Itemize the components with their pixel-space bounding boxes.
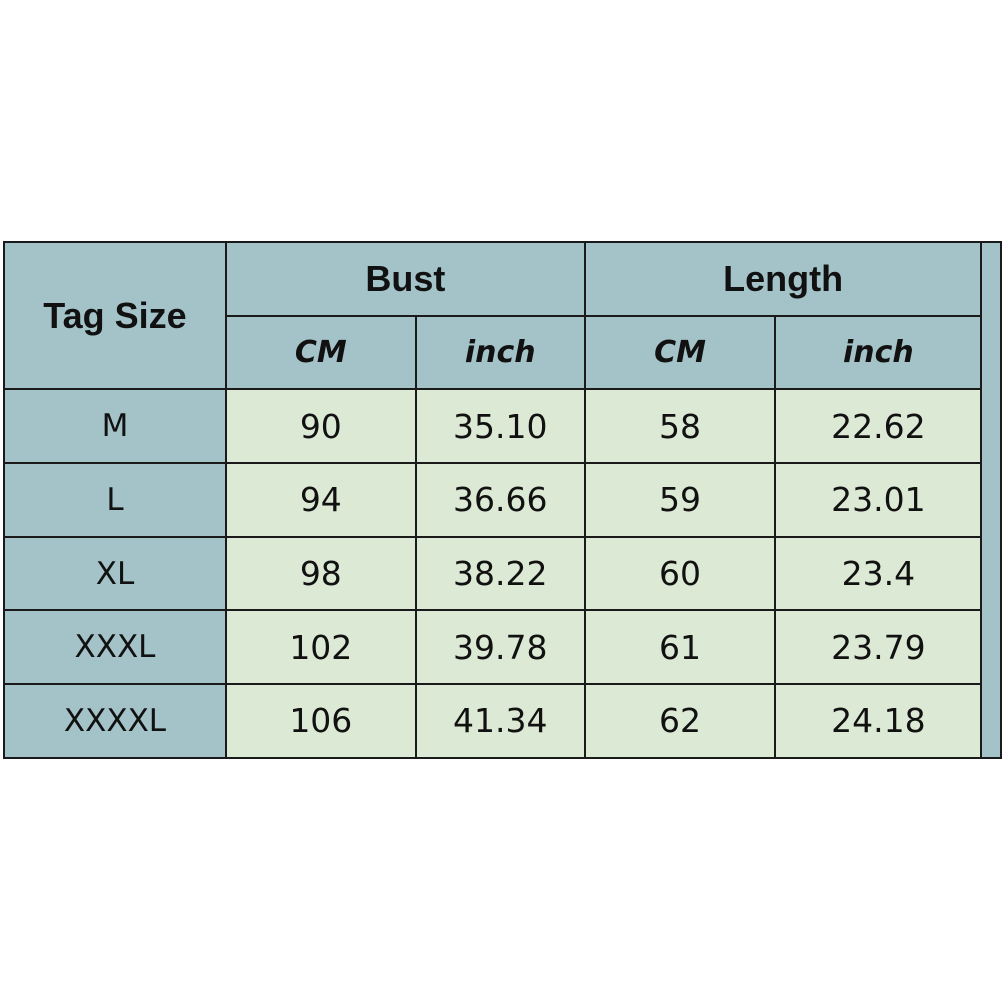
- header-length-cm: CM: [583, 314, 777, 391]
- length-inch-cell: 23.01: [774, 462, 983, 538]
- length-cm-cell: 58: [583, 388, 777, 465]
- bust-cm-cell: 98: [224, 535, 417, 612]
- bust-cm-cell: 102: [224, 609, 417, 686]
- header-length-inch: inch: [774, 314, 983, 391]
- header-length: Length: [583, 241, 983, 317]
- header-row-groups: Tag Size Bust Length: [3, 240, 1002, 759]
- tag-size-cell: L: [3, 462, 227, 538]
- length-inch-cell: 22.62: [774, 388, 983, 465]
- tag-size-cell: M: [3, 388, 227, 465]
- length-inch-cell: 23.4: [774, 535, 983, 612]
- header-row-units: CM inch CM inch: [4, 314, 1001, 391]
- table-row: XXXXL 106 41.34 62 24.18: [3, 683, 1001, 759]
- bust-cm-cell: 94: [224, 462, 417, 538]
- bust-cm-cell: 106: [224, 683, 417, 759]
- bust-inch-cell: 36.66: [414, 462, 586, 538]
- tag-size-cell: XL: [3, 535, 227, 612]
- bust-cm-cell: 90: [224, 388, 417, 465]
- table-row: XXXL 102 39.78 61 23.79: [3, 609, 1001, 686]
- tag-size-cell: XXXXL: [3, 683, 227, 759]
- size-chart-table: Tag Size Bust Length CM inch CM inch M 9…: [3, 240, 1002, 759]
- header-bust: Bust: [224, 241, 586, 317]
- length-cm-cell: 61: [583, 609, 777, 686]
- length-cm-cell: 59: [583, 462, 777, 538]
- length-cm-cell: 62: [583, 683, 777, 759]
- header-tag-size: Tag Size: [3, 240, 227, 391]
- bust-inch-cell: 35.10: [414, 388, 586, 465]
- table-row: XL 98 38.22 60 23.4: [3, 535, 1001, 612]
- bust-inch-cell: 39.78: [414, 609, 586, 686]
- table-row: M 90 35.10 58 22.62: [3, 388, 1001, 465]
- bust-inch-cell: 41.34: [414, 683, 586, 759]
- length-cm-cell: 60: [583, 535, 777, 612]
- bust-inch-cell: 38.22: [414, 535, 586, 612]
- table-row: L 94 36.66 59 23.01: [3, 462, 1001, 538]
- header-bust-cm: CM: [224, 314, 417, 391]
- header-bust-inch: inch: [414, 314, 586, 391]
- cut-off-column: [980, 241, 1002, 759]
- length-inch-cell: 24.18: [774, 683, 983, 759]
- length-inch-cell: 23.79: [774, 609, 983, 686]
- tag-size-cell: XXXL: [3, 609, 227, 686]
